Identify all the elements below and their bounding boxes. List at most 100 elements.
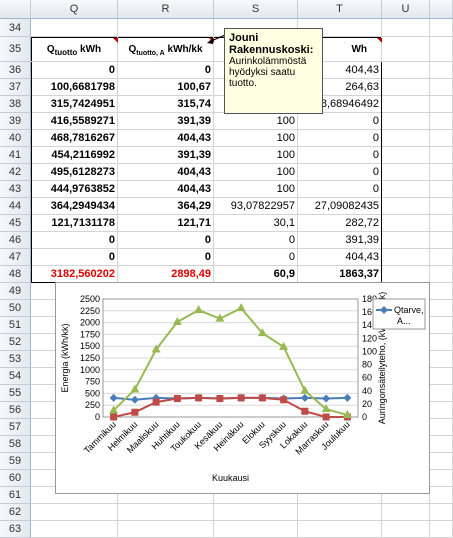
row-header[interactable]: 49 bbox=[0, 283, 31, 300]
cell-s[interactable]: 0 bbox=[214, 249, 298, 266]
grid-cell[interactable] bbox=[118, 19, 214, 37]
cell-r[interactable]: 391,39 bbox=[118, 113, 214, 130]
line-chart[interactable]: 0 250 500 750 1000 1250 1500 1750 2000 2250 2500 0 2… bbox=[55, 282, 430, 494]
row-header[interactable]: 60 bbox=[0, 470, 31, 487]
cell-q[interactable]: 0 bbox=[31, 249, 118, 266]
column-header-u[interactable]: U bbox=[382, 0, 430, 19]
cell-r[interactable]: 0 bbox=[118, 232, 214, 249]
grid-cell[interactable] bbox=[430, 198, 453, 215]
cell-s[interactable]: 100 bbox=[214, 113, 298, 130]
grid-cell[interactable] bbox=[382, 521, 430, 538]
cell-t[interactable]: 0 bbox=[298, 181, 382, 198]
cell-q[interactable]: 444,9763852 bbox=[31, 181, 118, 198]
row-header[interactable]: 55 bbox=[0, 385, 31, 402]
cell-t[interactable]: 391,39 bbox=[298, 232, 382, 249]
cell-r[interactable]: 315,74 bbox=[118, 96, 214, 113]
row-header[interactable]: 40 bbox=[0, 130, 31, 147]
grid-cell[interactable] bbox=[382, 215, 430, 232]
column-header-s[interactable]: S bbox=[214, 0, 298, 19]
column-header-t[interactable]: T bbox=[298, 0, 382, 19]
cell-q[interactable]: 495,6128273 bbox=[31, 164, 118, 181]
cell-q[interactable]: 416,5589271 bbox=[31, 113, 118, 130]
row-header[interactable]: 38 bbox=[0, 96, 31, 113]
cell-s[interactable]: 100 bbox=[214, 130, 298, 147]
grid-cell[interactable] bbox=[430, 368, 453, 385]
row-header[interactable]: 35 bbox=[0, 37, 31, 62]
row-header[interactable]: 58 bbox=[0, 436, 31, 453]
row-header[interactable]: 53 bbox=[0, 351, 31, 368]
cell-q[interactable]: 468,7816267 bbox=[31, 130, 118, 147]
grid-cell[interactable] bbox=[430, 232, 453, 249]
header-q-tuotto[interactable]: Qtuotto kWh bbox=[31, 37, 118, 62]
row-header[interactable]: 47 bbox=[0, 249, 31, 266]
row-header[interactable]: 57 bbox=[0, 419, 31, 436]
total-t[interactable]: 1863,37 bbox=[298, 266, 382, 283]
grid-cell[interactable] bbox=[430, 385, 453, 402]
row-header[interactable]: 51 bbox=[0, 317, 31, 334]
row-header[interactable]: 43 bbox=[0, 181, 31, 198]
grid-cell[interactable] bbox=[430, 130, 453, 147]
grid-cell[interactable] bbox=[382, 79, 430, 96]
grid-cell[interactable] bbox=[118, 504, 214, 521]
row-header[interactable]: 34 bbox=[0, 19, 31, 37]
grid-cell[interactable] bbox=[430, 113, 453, 130]
cell-s[interactable]: 93,07822957 bbox=[214, 198, 298, 215]
cell-t[interactable]: 0 bbox=[298, 130, 382, 147]
row-header[interactable]: 61 bbox=[0, 487, 31, 504]
row-header[interactable]: 37 bbox=[0, 79, 31, 96]
grid-cell[interactable] bbox=[214, 504, 298, 521]
row-header[interactable]: 54 bbox=[0, 368, 31, 385]
grid-cell[interactable] bbox=[382, 198, 430, 215]
cell-t[interactable]: 0 bbox=[298, 113, 382, 130]
grid-cell[interactable] bbox=[430, 79, 453, 96]
row-header[interactable]: 41 bbox=[0, 147, 31, 164]
row-header[interactable]: 52 bbox=[0, 334, 31, 351]
grid-cell[interactable] bbox=[430, 453, 453, 470]
cell-q[interactable]: 0 bbox=[31, 232, 118, 249]
grid-cell[interactable] bbox=[430, 487, 453, 504]
grid-cell[interactable] bbox=[430, 300, 453, 317]
cell-q[interactable]: 315,7424951 bbox=[31, 96, 118, 113]
row-header[interactable]: 36 bbox=[0, 62, 31, 79]
cell-t[interactable]: 404,43 bbox=[298, 249, 382, 266]
grid-cell[interactable] bbox=[430, 521, 453, 538]
grid-cell[interactable] bbox=[382, 487, 430, 504]
cell-s[interactable]: 100 bbox=[214, 181, 298, 198]
cell-q[interactable]: 0 bbox=[31, 62, 118, 79]
cell-r[interactable]: 404,43 bbox=[118, 164, 214, 181]
total-s[interactable]: 60,9 bbox=[214, 266, 298, 283]
grid-cell[interactable] bbox=[382, 19, 430, 37]
grid-cell[interactable] bbox=[382, 249, 430, 266]
cell-q[interactable]: 454,2116992 bbox=[31, 147, 118, 164]
cell-r[interactable]: 100,67 bbox=[118, 79, 214, 96]
grid-cell[interactable] bbox=[31, 504, 118, 521]
grid-cell[interactable] bbox=[430, 37, 453, 62]
grid-cell[interactable] bbox=[430, 96, 453, 113]
cell-t[interactable]: 27,09082435 bbox=[298, 198, 382, 215]
grid-cell[interactable] bbox=[382, 113, 430, 130]
grid-cell[interactable] bbox=[430, 470, 453, 487]
grid-cell[interactable] bbox=[382, 147, 430, 164]
grid-cell[interactable] bbox=[298, 487, 382, 504]
row-header[interactable]: 44 bbox=[0, 198, 31, 215]
grid-cell[interactable] bbox=[382, 130, 430, 147]
cell-t[interactable]: 0 bbox=[298, 164, 382, 181]
cell-q[interactable]: 364,2949434 bbox=[31, 198, 118, 215]
grid-cell[interactable] bbox=[430, 266, 453, 283]
grid-cell[interactable] bbox=[430, 436, 453, 453]
grid-cell[interactable] bbox=[430, 147, 453, 164]
total-q[interactable]: 3182,560202 bbox=[31, 266, 118, 283]
grid-cell[interactable] bbox=[430, 334, 453, 351]
grid-cell[interactable] bbox=[31, 521, 118, 538]
cell-r[interactable]: 0 bbox=[118, 249, 214, 266]
cell-s[interactable]: 100 bbox=[214, 164, 298, 181]
grid-cell[interactable] bbox=[430, 249, 453, 266]
grid-cell[interactable] bbox=[118, 521, 214, 538]
grid-cell[interactable] bbox=[382, 62, 430, 79]
column-header-partial[interactable] bbox=[430, 0, 453, 19]
cell-r[interactable]: 391,39 bbox=[118, 147, 214, 164]
grid-cell[interactable] bbox=[430, 164, 453, 181]
row-header[interactable]: 50 bbox=[0, 300, 31, 317]
column-header-q[interactable]: Q bbox=[31, 0, 118, 19]
cell-r[interactable]: 0 bbox=[118, 62, 214, 79]
